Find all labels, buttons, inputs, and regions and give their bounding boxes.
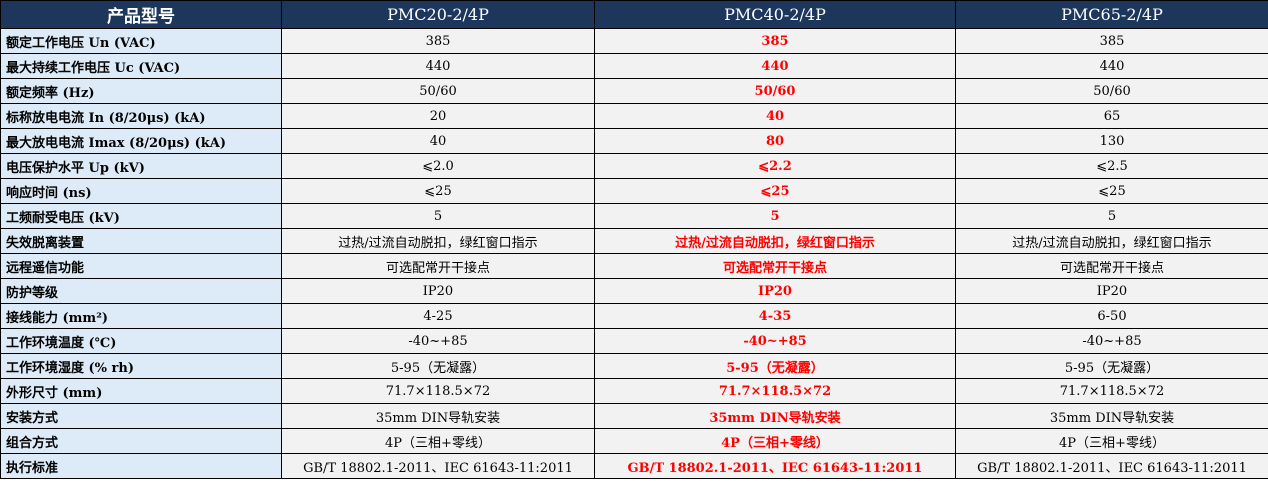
table-row: 安装方式 35mm DIN导轨安装 35mm DIN导轨安装 35mm DIN导轨安装 [0,403,1268,429]
row-label: 工作环境湿度 (% rh) [0,353,282,379]
spec-table: 产品型号 PMC20-2/4P PMC40-2/4P PMC65-2/4P 额定… [0,0,1268,479]
cell-pmc20: 5 [281,203,595,229]
cell-pmc40: 35mm DIN导轨安装 [594,403,956,429]
row-label: 接线能力 (mm²) [0,303,282,329]
cell-pmc65: 440 [955,53,1268,79]
cell-pmc20: GB/T 18802.1-2011、IEC 61643-11:2011 [281,453,595,479]
row-label: 标称放电电流 In (8/20μs) (kA) [0,103,282,129]
cell-pmc40: 过热/过流自动脱扣，绿红窗口指示 [594,228,956,254]
row-label: 电压保护水平 Up (kV) [0,153,282,179]
cell-pmc20: 可选配常开干接点 [281,253,595,279]
row-label: 外形尺寸 (mm) [0,378,282,404]
row-label: 最大放电电流 Imax (8/20μs) (kA) [0,128,282,154]
header-pmc65: PMC65-2/4P [955,0,1268,29]
row-label: 响应时间 (ns) [0,178,282,204]
cell-pmc65: 385 [955,28,1268,54]
cell-pmc40: 5 [594,203,956,229]
table-row: 失效脱离装置 过热/过流自动脱扣，绿红窗口指示 过热/过流自动脱扣，绿红窗口指示 过热… [0,228,1268,254]
cell-pmc65: 35mm DIN导轨安装 [955,403,1268,429]
cell-pmc65: 65 [955,103,1268,129]
cell-pmc65: ⩽2.5 [955,153,1268,179]
cell-pmc20: IP20 [281,278,595,304]
cell-pmc40: 4-35 [594,303,956,329]
table-row: 标称放电电流 In (8/20μs) (kA) 20 40 65 [0,103,1268,129]
table-row: 工频耐受电压 (kV) 5 5 5 [0,203,1268,229]
table-row: 外形尺寸 (mm) 71.7×118.5×72 71.7×118.5×72 71.7×… [0,378,1268,404]
row-label: 工频耐受电压 (kV) [0,203,282,229]
cell-pmc65: IP20 [955,278,1268,304]
row-label: 组合方式 [0,428,282,454]
cell-pmc40: 440 [594,53,956,79]
cell-pmc20: ⩽25 [281,178,595,204]
cell-pmc20: 5-95（无凝露） [281,353,595,379]
cell-pmc20: 71.7×118.5×72 [281,378,595,404]
table-row: 响应时间 (ns) ⩽25 ⩽25 ⩽25 [0,178,1268,204]
row-label: 失效脱离装置 [0,228,282,254]
cell-pmc65: 71.7×118.5×72 [955,378,1268,404]
cell-pmc65: 4P（三相+零线） [955,428,1268,454]
cell-pmc65: GB/T 18802.1-2011、IEC 61643-11:2011 [955,453,1268,479]
table-row: 额定频率 (Hz) 50/60 50/60 50/60 [0,78,1268,104]
cell-pmc40: 385 [594,28,956,54]
row-label: 防护等级 [0,278,282,304]
cell-pmc20: -40~+85 [281,328,595,354]
row-label: 安装方式 [0,403,282,429]
table-row: 接线能力 (mm²) 4-25 4-35 6-50 [0,303,1268,329]
cell-pmc65: 130 [955,128,1268,154]
header-pmc40: PMC40-2/4P [594,0,956,29]
cell-pmc65: 过热/过流自动脱扣，绿红窗口指示 [955,228,1268,254]
row-label: 工作环境温度 (℃) [0,328,282,354]
row-label: 远程遥信功能 [0,253,282,279]
cell-pmc40: 80 [594,128,956,154]
cell-pmc20: 20 [281,103,595,129]
cell-pmc65: 可选配常开干接点 [955,253,1268,279]
cell-pmc20: 50/60 [281,78,595,104]
row-label: 额定频率 (Hz) [0,78,282,104]
row-label: 执行标准 [0,453,282,479]
table-row: 远程遥信功能 可选配常开干接点 可选配常开干接点 可选配常开干接点 [0,253,1268,279]
cell-pmc40: 5-95（无凝露） [594,353,956,379]
cell-pmc65: ⩽25 [955,178,1268,204]
cell-pmc20: 40 [281,128,595,154]
cell-pmc20: 过热/过流自动脱扣，绿红窗口指示 [281,228,595,254]
table-row: 工作环境湿度 (% rh) 5-95（无凝露） 5-95（无凝露） 5-95（无凝露） [0,353,1268,379]
cell-pmc40: ⩽2.2 [594,153,956,179]
cell-pmc65: 50/60 [955,78,1268,104]
cell-pmc40: ⩽25 [594,178,956,204]
cell-pmc40: IP20 [594,278,956,304]
cell-pmc40: GB/T 18802.1-2011、IEC 61643-11:2011 [594,453,956,479]
table-row: 电压保护水平 Up (kV) ⩽2.0 ⩽2.2 ⩽2.5 [0,153,1268,179]
cell-pmc40: 71.7×118.5×72 [594,378,956,404]
cell-pmc40: 40 [594,103,956,129]
cell-pmc65: 5-95（无凝露） [955,353,1268,379]
cell-pmc20: 4-25 [281,303,595,329]
cell-pmc20: 440 [281,53,595,79]
cell-pmc20: 4P（三相+零线） [281,428,595,454]
cell-pmc20: 385 [281,28,595,54]
cell-pmc20: 35mm DIN导轨安装 [281,403,595,429]
cell-pmc40: 可选配常开干接点 [594,253,956,279]
header-product-model: 产品型号 [0,0,282,29]
table-row: 防护等级 IP20 IP20 IP20 [0,278,1268,304]
cell-pmc40: 4P（三相+零线） [594,428,956,454]
table-row: 额定工作电压 Un (VAC) 385 385 385 [0,28,1268,54]
cell-pmc65: 6-50 [955,303,1268,329]
table-row: 最大持续工作电压 Uc (VAC) 440 440 440 [0,53,1268,79]
cell-pmc40: -40~+85 [594,328,956,354]
table-row: 执行标准 GB/T 18802.1-2011、IEC 61643-11:2011 G… [0,453,1268,479]
table-row: 最大放电电流 Imax (8/20μs) (kA) 40 80 130 [0,128,1268,154]
header-pmc20: PMC20-2/4P [281,0,595,29]
table-row: 工作环境温度 (℃) -40~+85 -40~+85 -40~+85 [0,328,1268,354]
row-label: 最大持续工作电压 Uc (VAC) [0,53,282,79]
row-label: 额定工作电压 Un (VAC) [0,28,282,54]
header-row: 产品型号 PMC20-2/4P PMC40-2/4P PMC65-2/4P [0,0,1268,29]
cell-pmc40: 50/60 [594,78,956,104]
cell-pmc65: 5 [955,203,1268,229]
table-row: 组合方式 4P（三相+零线） 4P（三相+零线） 4P（三相+零线） [0,428,1268,454]
cell-pmc65: -40~+85 [955,328,1268,354]
cell-pmc20: ⩽2.0 [281,153,595,179]
